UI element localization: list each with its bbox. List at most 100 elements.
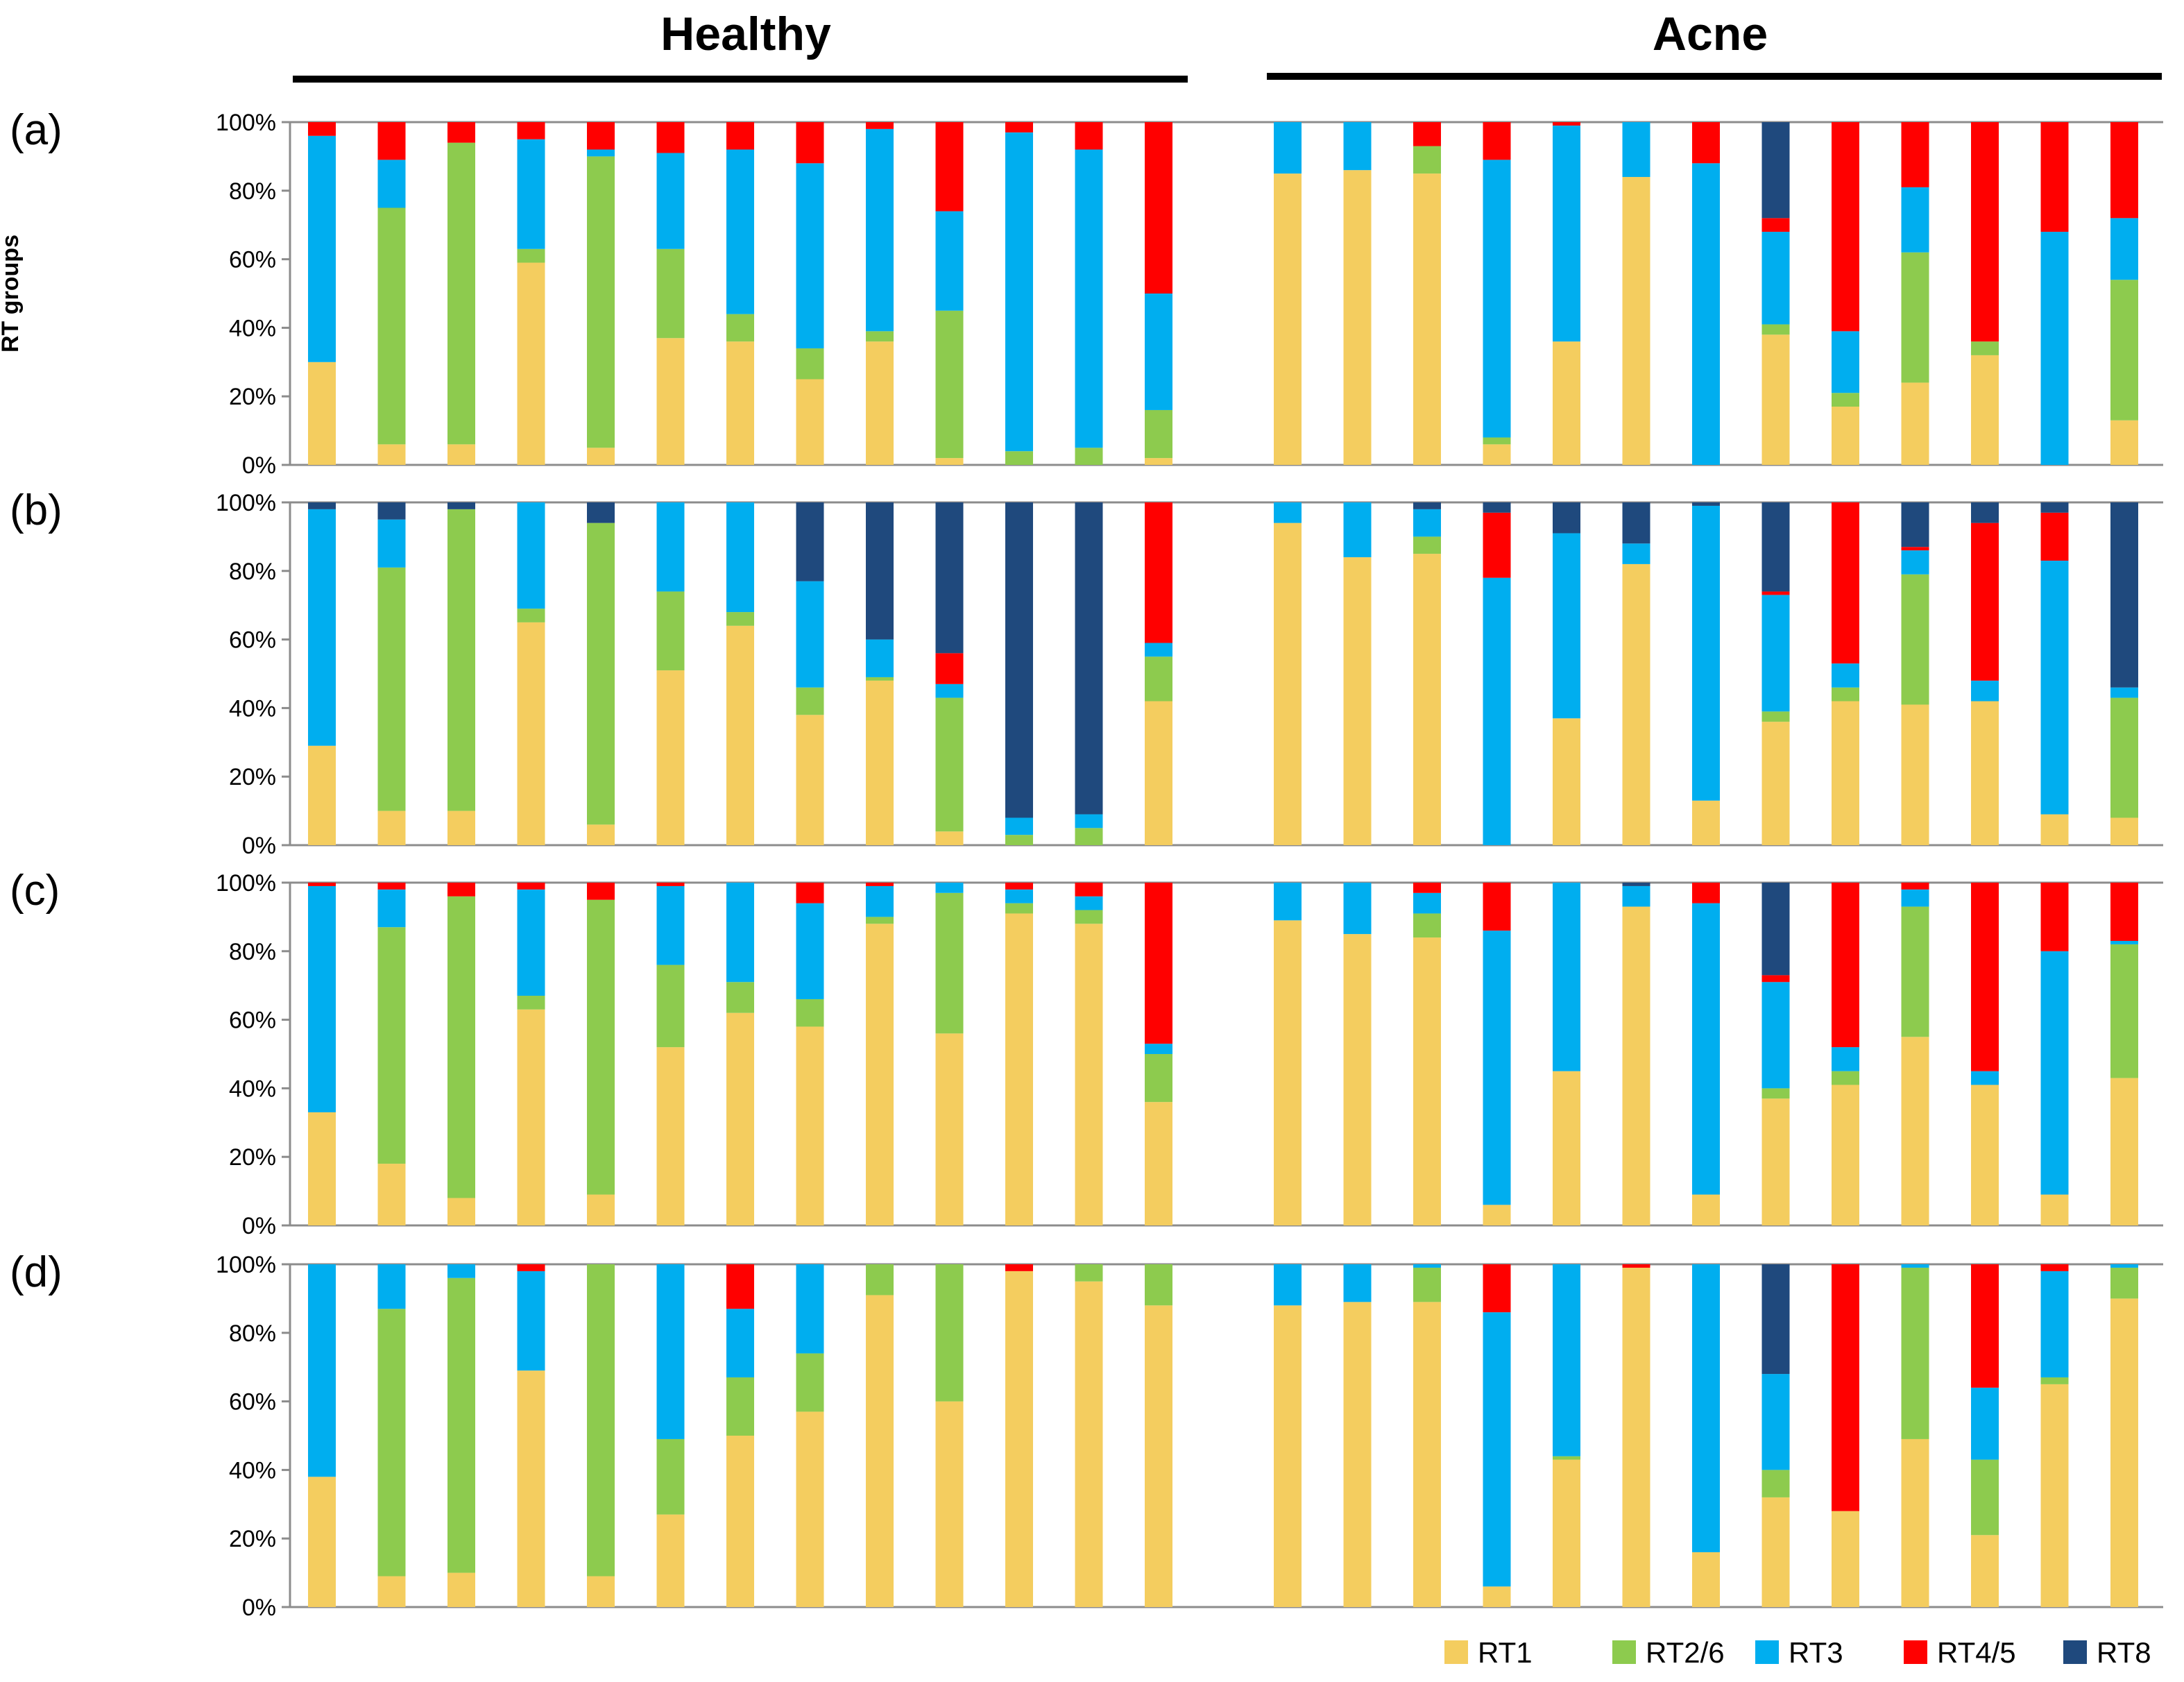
bar-segment-rt4-5 [447,883,475,897]
acne-bar-10 [1901,883,1929,1225]
bar-segment-rt1 [1622,177,1650,466]
acne-bar-4 [1483,502,1511,845]
bar-segment-rt2-6 [935,892,964,1034]
bar-segment-rt8 [1901,502,1929,547]
bar-segment-rt2-6 [1075,910,1103,924]
bar-segment-rt1 [726,341,754,465]
bar-segment-rt2-6 [1075,1264,1103,1282]
bar-segment-rt1 [1832,1511,1859,1607]
bar-segment-rt3 [1901,187,1929,253]
panel-letter: (a) [10,106,62,154]
bar-segment-rt2-6 [517,609,545,622]
bar-segment-rt1 [308,362,336,465]
healthy-bar-6 [656,502,685,845]
bar-segment-rt2-6 [377,207,406,445]
bar-segment-rt3 [1622,543,1650,564]
healthy-bar-5 [587,883,615,1225]
healthy-bar-13 [1145,502,1172,845]
bar-segment-rt1 [517,1009,545,1225]
bar-segment-rt1 [1005,1271,1033,1607]
bar-segment-rt4-5 [1692,883,1720,903]
healthy-bar-11 [1005,1264,1033,1607]
bar-segment-rt1 [796,379,824,465]
bar-segment-rt3 [1145,294,1172,410]
bar-segment-rt8 [587,502,615,523]
bar-segment-rt8 [1553,502,1580,534]
healthy-bar-8 [796,122,824,465]
bar-segment-rt1 [935,1033,964,1225]
healthy-bar-2 [377,1264,406,1607]
y-tick-label: 20% [229,764,276,790]
bar-segment-rt1 [1274,1305,1302,1607]
bar-segment-rt2-6 [796,687,824,715]
bar-segment-rt3 [1622,122,1650,178]
bar-segment-rt2-6 [1483,437,1511,445]
bar-segment-rt3 [1483,1312,1511,1587]
bar-segment-rt1 [935,831,964,845]
bar-segment-rt4-5 [377,883,406,890]
y-tick-label: 60% [229,627,276,654]
bar-segment-rt2-6 [1832,393,1859,407]
bar-segment-rt1 [1971,355,1999,465]
bar-segment-rt2-6 [796,1353,824,1412]
bar-segment-rt3 [935,883,964,893]
y-tick-label: 40% [229,695,276,722]
bar-segment-rt3 [866,639,894,677]
acne-bar-4 [1483,122,1511,465]
bar-segment-rt4-5 [2040,122,2069,232]
y-tick-label: 20% [229,384,276,410]
bar-segment-rt2-6 [796,999,824,1027]
bar-segment-rt1 [447,810,475,845]
bar-segment-rt3 [1692,163,1720,465]
bar-segment-rt3 [1761,595,1790,712]
bar-segment-rt3 [1971,1071,1999,1085]
bar-segment-rt8 [1413,502,1441,509]
acne-bar-5 [1553,883,1580,1225]
bar-segment-rt8 [1761,502,1790,592]
bar-segment-rt4-5 [1971,523,1999,681]
acne-bar-9 [1832,1264,1859,1607]
healthy-bar-6 [656,883,685,1225]
bar-segment-rt4-5 [447,122,475,143]
bar-segment-rt2-6 [1075,828,1103,845]
healthy-bar-8 [796,883,824,1225]
bar-segment-rt3 [1274,1264,1302,1306]
bar-segment-rt3 [656,502,685,592]
healthy-group-title: Healthy [660,8,831,60]
legend-label: RT3 [1789,1636,1843,1669]
bar-segment-rt8 [935,502,964,654]
healthy-bar-11 [1005,122,1033,465]
acne-bar-4 [1483,883,1511,1225]
y-tick-label: 80% [229,939,276,965]
bar-segment-rt3 [1145,1044,1172,1054]
bar-segment-rt2-6 [1413,536,1441,554]
legend-label: RT1 [1478,1636,1533,1669]
acne-group-title: Acne [1653,8,1768,60]
bar-segment-rt1 [1483,1205,1511,1225]
bar-segment-rt2-6 [1145,409,1172,459]
bar-segment-rt1 [2110,420,2138,465]
bar-segment-rt1 [1692,1194,1720,1225]
healthy-bar-1 [308,122,336,465]
bar-segment-rt3 [1005,817,1033,835]
legend-swatch [2063,1640,2087,1664]
bar-segment-rt2-6 [447,1277,475,1573]
bar-segment-rt2-6 [587,1264,615,1577]
bar-segment-rt3 [1343,122,1372,171]
bar-segment-rt1 [1692,1552,1720,1607]
bar-segment-rt1 [587,824,615,845]
bar-segment-rt4-5 [1832,122,1859,332]
y-tick-label: 80% [229,1320,276,1347]
bar-segment-rt1 [377,810,406,845]
bar-segment-rt4-5 [1145,502,1172,643]
bar-segment-rt1 [1075,924,1103,1225]
bar-segment-rt4-5 [1005,122,1033,133]
acne-bar-11 [1971,883,1999,1225]
bar-segment-rt1 [1971,1535,1999,1607]
acne-bar-5 [1553,502,1580,845]
bar-segment-rt2-6 [1413,146,1441,174]
bar-segment-rt4-5 [1901,547,1929,551]
acne-bar-1 [1274,1264,1302,1607]
bar-segment-rt3 [656,1264,685,1439]
legend-swatch [1904,1640,1927,1664]
